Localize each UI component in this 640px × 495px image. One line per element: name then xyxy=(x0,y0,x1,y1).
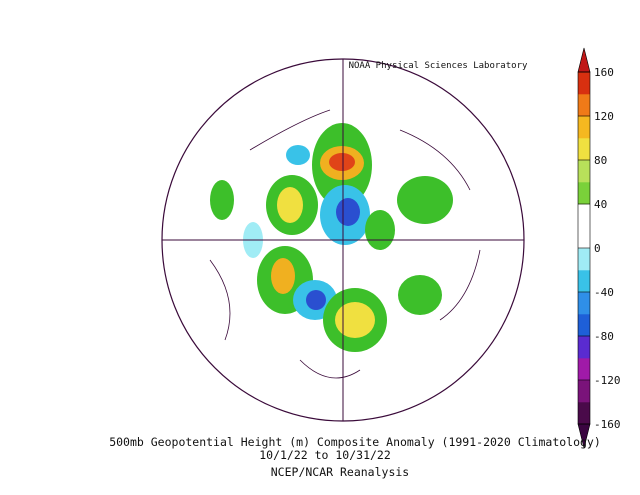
anomaly xyxy=(306,290,326,310)
colorbar-label: -80 xyxy=(594,330,614,343)
caption: 10/1/22 to 10/31/22 xyxy=(259,448,391,462)
color-bin xyxy=(578,292,590,315)
colorbar: 160 120 80 40 0 -40 -80 -120 -160 xyxy=(577,47,621,449)
anomaly xyxy=(398,275,442,315)
anomaly xyxy=(365,210,395,250)
caption: NCEP/NCAR Reanalysis xyxy=(271,465,409,479)
anomaly xyxy=(286,145,310,165)
color-bin xyxy=(578,72,590,95)
color-bin xyxy=(578,204,590,227)
colorbar-label: 40 xyxy=(594,198,607,211)
colorbar-label: 120 xyxy=(594,110,614,123)
color-cap-top xyxy=(577,47,591,73)
anomaly xyxy=(210,180,234,220)
colorbar-label: 80 xyxy=(594,154,607,167)
color-bin xyxy=(578,248,590,271)
anomaly xyxy=(329,153,355,171)
map xyxy=(161,58,525,422)
color-bin xyxy=(578,116,590,139)
color-bin xyxy=(578,402,590,425)
color-bin xyxy=(578,314,590,337)
color-bin xyxy=(578,270,590,293)
color-bin xyxy=(578,358,590,381)
colorbar-label: -120 xyxy=(594,374,621,387)
color-bin xyxy=(578,160,590,183)
credit: NOAA Physical Sciences Laboratory xyxy=(349,61,528,71)
anomaly xyxy=(271,258,295,294)
colorbar-label: 160 xyxy=(594,66,614,79)
anomaly xyxy=(336,198,360,226)
color-bin xyxy=(578,94,590,117)
color-bin xyxy=(578,380,590,403)
color-bin xyxy=(578,182,590,205)
caption: 500mb Geopotential Height (m) Composite … xyxy=(109,435,601,449)
anomaly xyxy=(397,176,453,224)
color-bin xyxy=(578,226,590,249)
color-bin xyxy=(578,138,590,161)
colorbar-label: -160 xyxy=(594,418,621,431)
colorbar-label: -40 xyxy=(594,286,614,299)
coastline xyxy=(209,109,481,379)
anomaly xyxy=(277,187,303,223)
color-bin xyxy=(578,336,590,359)
colorbar-label: 0 xyxy=(594,242,601,255)
anomaly xyxy=(335,302,375,338)
